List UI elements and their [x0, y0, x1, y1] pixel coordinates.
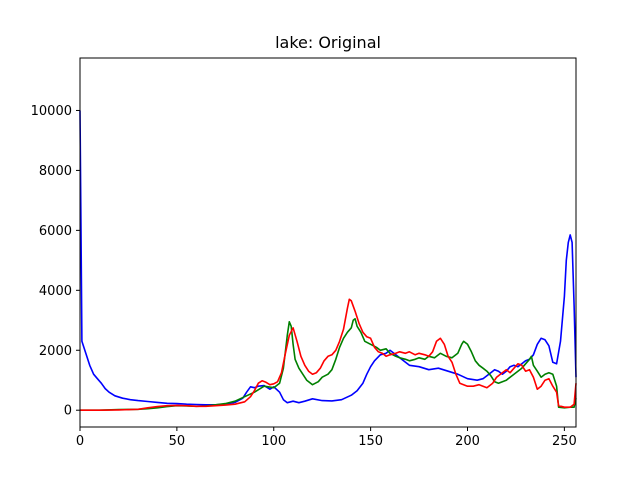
plot-frame — [79, 57, 577, 428]
x-tick-label: 150 — [358, 434, 383, 449]
y-tick-label: 6000 — [39, 224, 72, 239]
y-tick-label: 10000 — [31, 104, 72, 119]
y-tick-label: 4000 — [39, 284, 72, 299]
y-axis: 0 2000 4000 6000 8000 10000 — [31, 104, 80, 419]
x-tick-label: 250 — [552, 434, 577, 449]
series-line-1 — [80, 317, 577, 412]
y-tick-label: 0 — [64, 404, 72, 419]
x-axis: 0 50 100 150 200 250 — [76, 427, 577, 449]
x-tick-label: 200 — [455, 434, 480, 449]
y-tick-label: 8000 — [39, 164, 72, 179]
plot-lines — [79, 110, 577, 412]
x-tick-label: 0 — [76, 434, 84, 449]
series-line-2 — [80, 298, 577, 412]
y-tick-label: 2000 — [39, 344, 72, 359]
chart-title: lake: Original — [275, 33, 381, 52]
x-tick-label: 100 — [261, 434, 286, 449]
x-tick-label: 50 — [169, 434, 186, 449]
series-line-0 — [79, 110, 577, 406]
